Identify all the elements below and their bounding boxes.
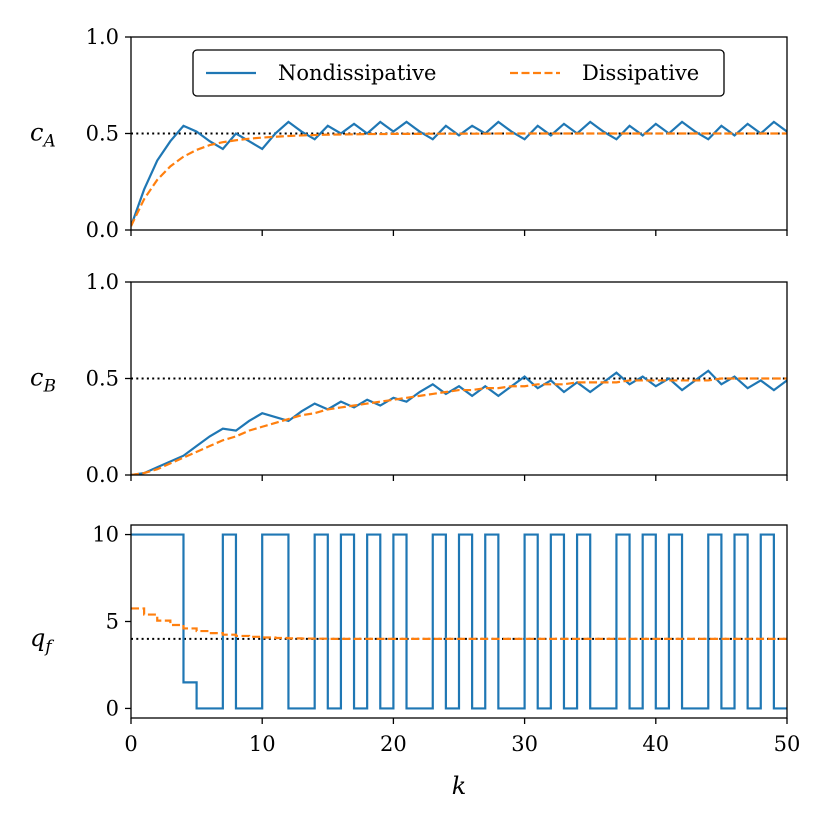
legend-label-nondissipative: Nondissipative <box>278 61 436 85</box>
y-tick-label: 1.0 <box>86 25 119 49</box>
panel-1: 0.0 0.5 1.0 cA Nondissipative Dissipative <box>30 25 788 242</box>
y-axis-label: cA <box>30 119 56 152</box>
y-tick-label: 0.5 <box>86 122 119 146</box>
x-tick-label: 50 <box>774 732 801 756</box>
y-tick-label: 5 <box>106 610 119 634</box>
x-tick-label: 40 <box>642 732 669 756</box>
x-tick-label: 30 <box>511 732 538 756</box>
series-dissipative <box>131 377 787 475</box>
y-tick-label: 0.0 <box>86 218 119 242</box>
x-axis-label: k <box>452 772 467 800</box>
y-tick-label: 0.5 <box>86 367 119 391</box>
y-tick-label: 1.0 <box>86 270 119 294</box>
x-tick-label: 0 <box>124 732 137 756</box>
series-dissipative <box>131 607 787 640</box>
y-tick-label: 10 <box>92 523 119 547</box>
legend: Nondissipative Dissipative <box>192 49 725 97</box>
y-tick-label: 0.0 <box>86 463 119 487</box>
y-axis-label: cB <box>30 364 56 397</box>
legend-label-dissipative: Dissipative <box>582 61 699 85</box>
panel-2: 0.0 0.5 1.0 cB <box>30 270 788 487</box>
x-tick-label: 10 <box>249 732 276 756</box>
y-axis-label: qf <box>30 624 54 657</box>
series-dissipative <box>131 132 787 227</box>
legend-box <box>192 49 725 97</box>
x-tick-label: 20 <box>380 732 407 756</box>
series-nondissipative <box>131 533 787 710</box>
series-nondissipative <box>131 369 787 475</box>
y-tick-label: 0 <box>106 696 119 720</box>
panel-3: 0 5 10 0 10 20 30 40 50 k qf <box>30 523 800 800</box>
series-nondissipative <box>131 120 787 227</box>
